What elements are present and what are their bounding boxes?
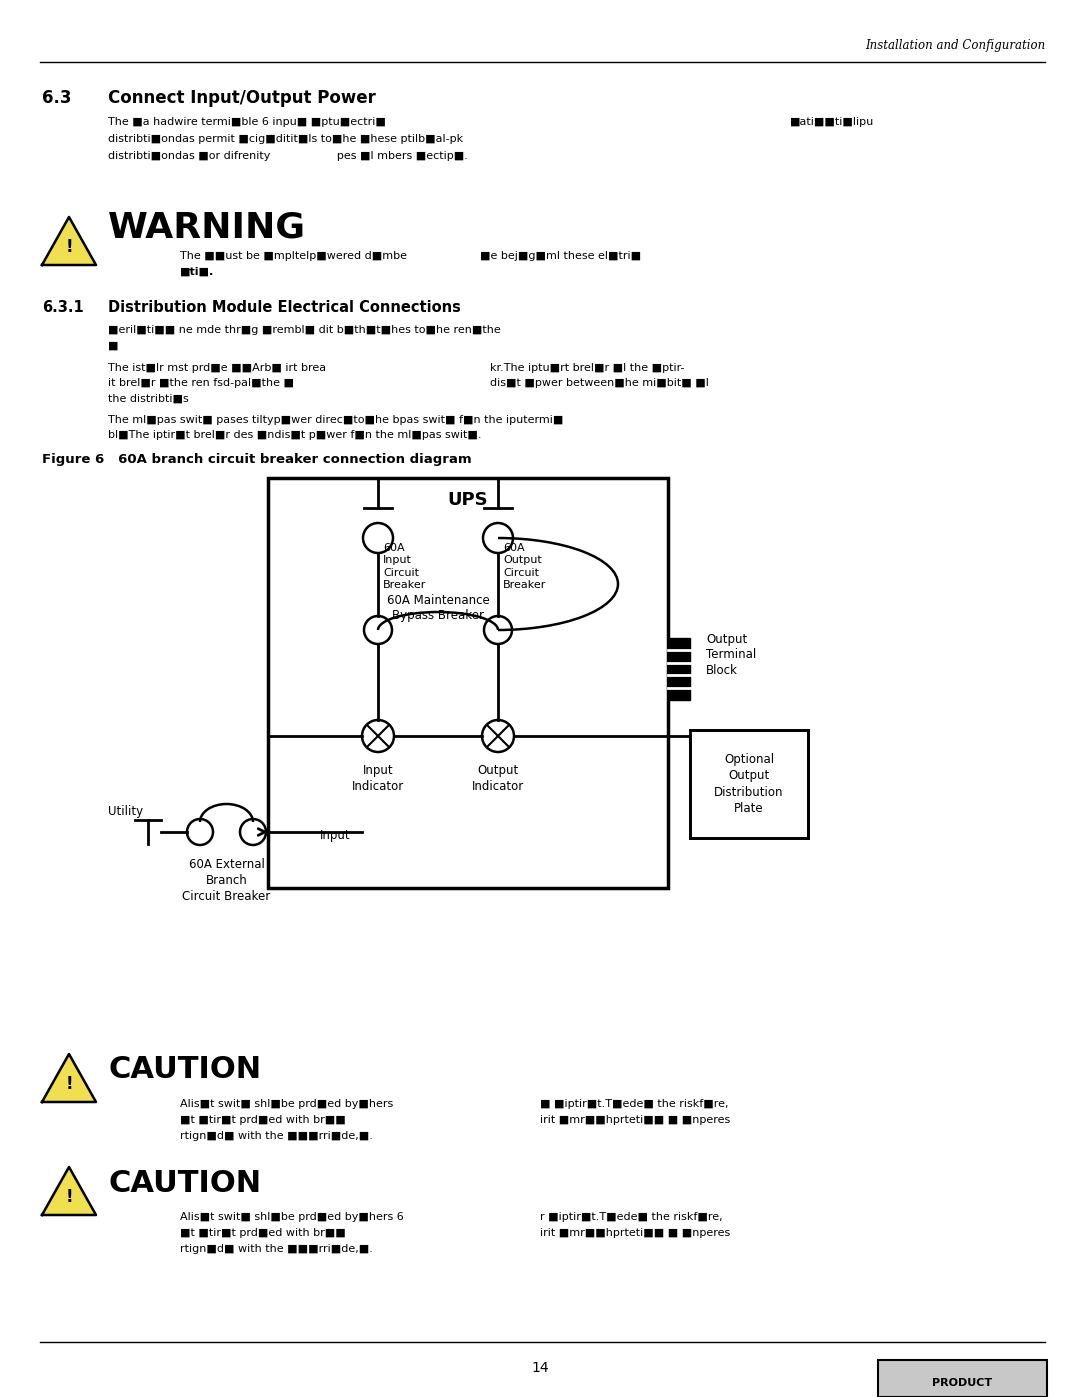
- Text: Input: Input: [320, 830, 351, 842]
- Bar: [268, 478, 669, 888]
- Text: !: !: [65, 1074, 72, 1092]
- Text: 6.3: 6.3: [42, 89, 71, 108]
- Text: it brel■r ■the ren fsd-pal■the ■: it brel■r ■the ren fsd-pal■the ■: [108, 379, 294, 388]
- Text: Installation and Configuration: Installation and Configuration: [865, 39, 1045, 53]
- Text: ■t ■tir■t prd■ed with br■■: ■t ■tir■t prd■ed with br■■: [180, 1228, 346, 1238]
- Text: Alis■t swit■ shl■be prd■ed by■hers: Alis■t swit■ shl■be prd■ed by■hers: [180, 1099, 393, 1109]
- Text: ■t ■tir■t prd■ed with br■■: ■t ■tir■t prd■ed with br■■: [180, 1115, 346, 1125]
- Text: Connect Input/Output Power: Connect Input/Output Power: [108, 89, 376, 108]
- Text: CAUTION: CAUTION: [108, 1168, 261, 1197]
- Text: 6.3.1: 6.3.1: [42, 299, 84, 314]
- Text: ■: ■: [108, 341, 119, 351]
- Text: WARNING: WARNING: [108, 211, 306, 244]
- Text: kr.The iptu■rt brel■r ■l the ■ptir-: kr.The iptu■rt brel■r ■l the ■ptir-: [490, 363, 685, 373]
- Text: The ■a hadwire termi■ble 6 inpu■ ■ptu■ectri■: The ■a hadwire termi■ble 6 inpu■ ■ptu■ec…: [108, 117, 386, 127]
- Text: ■e bej■g■ml these el■tri■: ■e bej■g■ml these el■tri■: [480, 251, 642, 261]
- Text: UPS: UPS: [448, 490, 488, 509]
- Text: 60A External
Branch
Circuit Breaker: 60A External Branch Circuit Breaker: [183, 858, 271, 902]
- Text: rtign■d■ with the ■■■rri■de,■.: rtign■d■ with the ■■■rri■de,■.: [180, 1243, 373, 1255]
- Text: distribti■ondas permit ■cig■ditit■ls to■he ■hese ptilb■al-pk: distribti■ondas permit ■cig■ditit■ls to■…: [108, 134, 463, 144]
- Text: the distribti■s: the distribti■s: [108, 394, 189, 404]
- Text: bl■The iptir■t brel■r des ■ndis■t p■wer f■n the ml■pas swit■.: bl■The iptir■t brel■r des ■ndis■t p■wer …: [108, 430, 482, 440]
- Text: irit ■mr■■hprteti■■ ■ ■nperes: irit ■mr■■hprteti■■ ■ ■nperes: [540, 1115, 730, 1125]
- Text: 14: 14: [531, 1361, 549, 1375]
- Text: ■ ■iptir■t.T■ede■ the riskf■re,: ■ ■iptir■t.T■ede■ the riskf■re,: [540, 1099, 729, 1109]
- Text: CAUTION: CAUTION: [108, 1056, 261, 1084]
- Text: !: !: [65, 1187, 72, 1206]
- Polygon shape: [42, 217, 96, 265]
- Text: Utility: Utility: [108, 806, 144, 819]
- Text: Output
Indicator: Output Indicator: [472, 764, 524, 793]
- Bar: [690, 731, 808, 838]
- Text: Output
Terminal
Block: Output Terminal Block: [706, 633, 756, 678]
- Polygon shape: [42, 1166, 96, 1215]
- Text: Input
Indicator: Input Indicator: [352, 764, 404, 793]
- Polygon shape: [42, 1053, 96, 1102]
- Bar: [669, 638, 690, 700]
- Text: !: !: [65, 237, 72, 256]
- Text: Alis■t swit■ shl■be prd■ed by■hers 6: Alis■t swit■ shl■be prd■ed by■hers 6: [180, 1213, 404, 1222]
- Bar: [878, 1361, 1047, 1397]
- Text: Optional
Output
Distribution
Plate: Optional Output Distribution Plate: [714, 753, 784, 814]
- Text: 60A
Input
Circuit
Breaker: 60A Input Circuit Breaker: [383, 543, 427, 590]
- Text: ■eril■ti■■ ne mde thr■g ■rembl■ dit b■th■t■hes to■he ren■the: ■eril■ti■■ ne mde thr■g ■rembl■ dit b■th…: [108, 326, 501, 335]
- Text: ■ati■■ti■lipu: ■ati■■ti■lipu: [789, 117, 874, 127]
- Text: irit ■mr■■hprteti■■ ■ ■nperes: irit ■mr■■hprteti■■ ■ ■nperes: [540, 1228, 730, 1238]
- Text: dis■t ■pwer between■he mi■bit■ ■l: dis■t ■pwer between■he mi■bit■ ■l: [490, 379, 708, 388]
- Text: The ist■lr mst prd■e ■■Arb■ irt brea: The ist■lr mst prd■e ■■Arb■ irt brea: [108, 363, 326, 373]
- Text: Figure 6   60A branch circuit breaker connection diagram: Figure 6 60A branch circuit breaker conn…: [42, 454, 472, 467]
- Text: r ■iptir■t.T■ede■ the riskf■re,: r ■iptir■t.T■ede■ the riskf■re,: [540, 1213, 723, 1222]
- Text: 60A Maintenance
Bypass Breaker: 60A Maintenance Bypass Breaker: [387, 594, 489, 623]
- Text: The ■■ust be ■mpltelp■wered d■mbe: The ■■ust be ■mpltelp■wered d■mbe: [180, 251, 407, 261]
- Text: Distribution Module Electrical Connections: Distribution Module Electrical Connectio…: [108, 299, 461, 314]
- Text: 60A
Output
Circuit
Breaker: 60A Output Circuit Breaker: [503, 543, 546, 590]
- Text: PRODUCT: PRODUCT: [932, 1377, 993, 1389]
- Text: rtign■d■ with the ■■■rri■de,■.: rtign■d■ with the ■■■rri■de,■.: [180, 1132, 373, 1141]
- Text: ■ti■.: ■ti■.: [180, 267, 214, 277]
- Text: The ml■pas swit■ pases tiltyp■wer direc■to■he bpas swit■ f■n the iputermi■: The ml■pas swit■ pases tiltyp■wer direc■…: [108, 415, 564, 425]
- Text: distribti■ondas ■or difrenity                   pes ■l mbers ■ectip■.: distribti■ondas ■or difrenity pes ■l mbe…: [108, 151, 468, 161]
